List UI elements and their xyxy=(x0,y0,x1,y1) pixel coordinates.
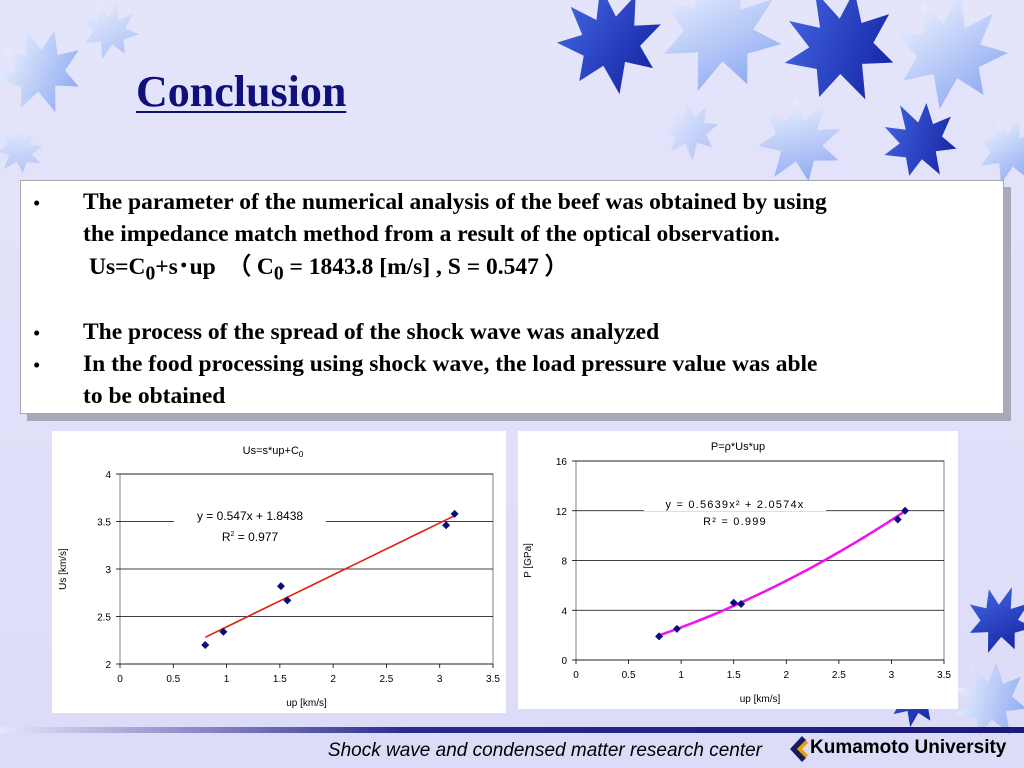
formula-line: Us=C0+s･up （ C0 = 1843.8 [m/s] , S = 0.5… xyxy=(89,251,999,291)
y-tick-label: 8 xyxy=(561,557,567,568)
data-point xyxy=(201,641,210,649)
chart-title: P=ρ*Us*up xyxy=(711,441,765,453)
y-tick-label: 4 xyxy=(561,606,567,617)
chart-svg: Us=s*up+C0 2 2.5 3 3.5 4 0 0.5 1 1.5 2 2.5 3 3.5 up [k… xyxy=(58,445,500,709)
data-point xyxy=(901,506,910,515)
x-tick-label: 3.5 xyxy=(486,674,500,685)
data-point xyxy=(276,582,285,591)
bullet-1-line-1: The parameter of the numerical analysis … xyxy=(83,189,827,215)
chart-svg: P=ρ*Us*up 0 4 8 12 16 0 0.5 1 1.5 2 2.5 3 3.5 up [km/s… xyxy=(523,441,951,705)
x-tick-label: 0.5 xyxy=(166,674,180,685)
x-tick-label: 1 xyxy=(224,674,230,685)
data-point xyxy=(655,632,664,641)
y-tick-label: 0 xyxy=(561,656,567,667)
r-squared-label: R2 = 0.977 xyxy=(222,530,279,544)
trendline-equation: y = 0.547x + 1.8438 xyxy=(197,509,303,523)
x-tick-label: 1.5 xyxy=(727,670,741,681)
r-squared-exponent: 2 xyxy=(231,531,235,538)
x-tick-label: 0.5 xyxy=(622,670,636,681)
trendline-equation: y = 0.5639x² + 2.0574x xyxy=(666,499,805,511)
x-tick-label: 1 xyxy=(678,670,684,681)
x-tick-label: 2 xyxy=(784,670,790,681)
footer-divider xyxy=(0,727,1024,733)
y-axis-label: Us [km/s] xyxy=(58,548,69,590)
y-tick-label: 3 xyxy=(105,565,111,576)
formula-sub-1: 0 xyxy=(273,263,284,285)
logo-text: Kumamoto University xyxy=(810,737,1007,758)
x-axis-label: up [km/s] xyxy=(286,698,327,709)
chart-title-subscript: 0 xyxy=(299,450,304,459)
formula-middle: +s･up （ C xyxy=(155,254,274,280)
x-axis-label: up [km/s] xyxy=(740,694,781,705)
y-tick-label: 16 xyxy=(556,457,568,468)
x-tick-label: 2 xyxy=(330,674,336,685)
us-up-chart: Us=s*up+C0 2 2.5 3 3.5 4 0 0.5 1 1.5 2 2.5 3 3.5 up [k… xyxy=(52,431,506,713)
bullet-3-line-2: to be obtained xyxy=(83,383,226,409)
y-tick-label: 2.5 xyxy=(97,613,111,624)
y-tick-label: 12 xyxy=(556,507,568,518)
pressure-up-chart: P=ρ*Us*up 0 4 8 12 16 0 0.5 1 1.5 2 2.5 3 3.5 up [km/s… xyxy=(518,431,958,709)
bullet-2-text: The process of the spread of the shock w… xyxy=(83,319,660,345)
data-point xyxy=(729,598,738,607)
bullet-3-line-1: In the food processing using shock wave,… xyxy=(83,351,818,377)
r-squared-label: R² = 0.999 xyxy=(703,516,767,528)
x-tick-label: 2.5 xyxy=(379,674,393,685)
formula-sub-0: 0 xyxy=(145,263,156,285)
chart-title: Us=s*up+C0 xyxy=(243,445,304,459)
trendline xyxy=(204,514,455,639)
y-tick-label: 2 xyxy=(105,660,111,671)
trendline xyxy=(658,510,906,637)
bullet-marker: • xyxy=(33,191,41,215)
data-point xyxy=(893,515,902,524)
data-point xyxy=(672,624,681,633)
data-point xyxy=(219,627,228,636)
data-point xyxy=(442,521,451,530)
footer-center-text: Shock wave and condensed matter research… xyxy=(327,740,762,761)
x-tick-label: 3 xyxy=(889,670,895,681)
x-tick-label: 0 xyxy=(117,674,123,685)
y-axis-label: P [GPa] xyxy=(523,543,534,578)
formula-values: = 1843.8 [m/s] , S = 0.547 ） xyxy=(283,254,569,280)
slide-title: Conclusion xyxy=(136,67,347,116)
r-squared-value: = 0.977 xyxy=(234,530,278,544)
x-tick-label: 2.5 xyxy=(832,670,846,681)
equation-background xyxy=(644,495,826,511)
x-tick-label: 1.5 xyxy=(273,674,287,685)
data-point xyxy=(283,596,292,605)
formula-us: Us=C xyxy=(89,254,146,280)
bullet-marker: • xyxy=(33,321,41,345)
conclusion-text-box: • The parameter of the numerical analysi… xyxy=(20,180,1004,414)
bullet-1-line-2: the impedance match method from a result… xyxy=(83,221,780,247)
y-tick-label: 4 xyxy=(105,470,111,481)
bullet-marker: • xyxy=(33,353,41,377)
equation-background xyxy=(174,507,326,523)
y-tick-label: 3.5 xyxy=(97,518,111,529)
x-tick-label: 3.5 xyxy=(937,670,951,681)
data-point xyxy=(737,600,746,609)
x-tick-label: 0 xyxy=(573,670,579,681)
kumamoto-university-logo: Kumamoto University xyxy=(786,734,1016,764)
logo-chevron-icon xyxy=(790,736,808,762)
x-tick-label: 3 xyxy=(437,674,443,685)
